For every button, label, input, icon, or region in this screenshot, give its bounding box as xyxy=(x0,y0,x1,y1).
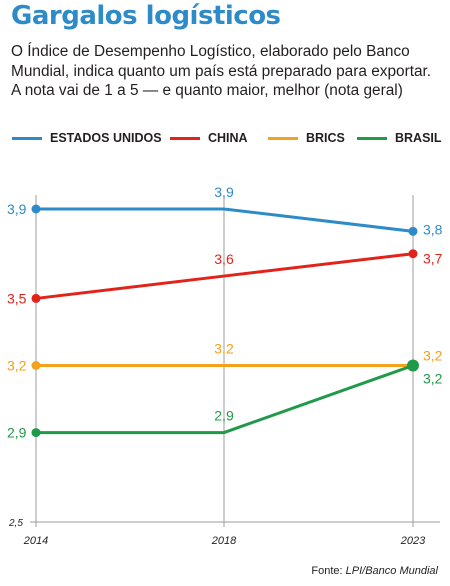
legend-item-estados-unidos: ESTADOS UNIDOS xyxy=(12,131,162,145)
data-label-brasil-2014: 2,9 xyxy=(7,425,27,441)
data-label-brasil-2018: 2,9 xyxy=(214,408,234,424)
legend-label-brics: BRICS xyxy=(306,131,345,145)
page-title: Gargalos logísticos xyxy=(11,1,281,31)
source-note: Fonte: LPI/Banco Mundial xyxy=(311,565,438,577)
data-label-brasil-2023: 3,2 xyxy=(423,371,443,387)
data-label-estados-unidos-2014: 3,9 xyxy=(7,201,27,217)
legend-label-brasil: BRASIL xyxy=(395,131,442,145)
data-point-china-2014 xyxy=(31,293,41,303)
source-prefix: Fonte: xyxy=(311,565,346,577)
chart-legend: ESTADOS UNIDOS CHINA BRICS BRASIL xyxy=(12,131,442,149)
data-label-estados-unidos-2023: 3,8 xyxy=(423,221,443,237)
data-label-brics-2018: 3,2 xyxy=(214,341,234,357)
x-tick-label-2023: 2023 xyxy=(400,535,426,547)
data-point-brasil-2014 xyxy=(31,428,41,438)
data-point-china-2023 xyxy=(408,249,418,259)
data-label-estados-unidos-2018: 3,9 xyxy=(214,184,234,200)
series-line-china xyxy=(35,252,414,300)
legend-swatch-brics xyxy=(268,136,298,140)
legend-item-brics: BRICS xyxy=(268,131,345,145)
x-tick-label-2018: 2018 xyxy=(211,535,237,547)
legend-swatch-brasil xyxy=(357,136,387,140)
series-line-estados-unidos xyxy=(36,207,414,233)
data-point-brasil-2023 xyxy=(407,359,419,372)
data-point-brics-2014 xyxy=(31,361,41,370)
legend-label-estados-unidos: ESTADOS UNIDOS xyxy=(50,131,162,145)
data-label-brics-2014: 3,2 xyxy=(7,358,27,374)
x-tick-label-2014: 2014 xyxy=(23,535,48,547)
legend-item-china: CHINA xyxy=(170,131,248,145)
legend-item-brasil: BRASIL xyxy=(357,131,442,145)
chart-subtitle: O Índice de Desempenho Logístico, elabor… xyxy=(11,43,432,99)
data-label-china-2023: 3,7 xyxy=(423,251,443,267)
line-chart: 2014 2018 2023 2,5 3,9 3,9 3,8 3,5 3,6 3,7 3,2 3,2 3… xyxy=(7,184,443,547)
data-label-china-2018: 3,6 xyxy=(214,251,234,267)
data-label-brics-2023: 3,2 xyxy=(423,348,443,364)
legend-swatch-china xyxy=(170,136,200,140)
legend-swatch-estados-unidos xyxy=(12,136,42,140)
legend-label-china: CHINA xyxy=(208,131,248,145)
data-label-china-2014: 3,5 xyxy=(7,290,27,306)
series-line-brasil xyxy=(36,364,414,435)
y-tick-label-min: 2,5 xyxy=(8,518,23,529)
data-point-estados-unidos-2023 xyxy=(408,226,418,236)
data-point-estados-unidos-2014 xyxy=(31,204,41,214)
source-name: LPI/Banco Mundial xyxy=(345,565,438,577)
